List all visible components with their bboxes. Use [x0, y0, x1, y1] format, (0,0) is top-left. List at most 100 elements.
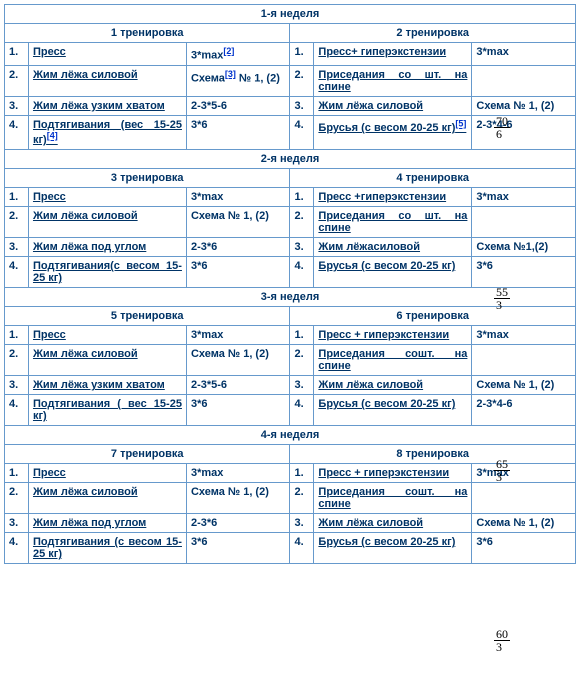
row-number-text: 2. [294, 69, 303, 81]
scheme-text: Схема № 1, (2) [191, 210, 269, 222]
scheme-text: Схема № 1, (2) [476, 100, 554, 112]
scheme-cell: 3*max [186, 464, 290, 483]
exercise-name: Приседания со шт. на спине [318, 210, 467, 234]
week-title: 1-я неделя [5, 5, 576, 24]
exercise-name: Жим лёжа узким хватом [33, 379, 165, 391]
exercise-cell: Жим лёжа силовой [314, 96, 472, 115]
scheme-text: 3*6 [191, 398, 208, 410]
scheme-cell: 2-3*6 [186, 238, 290, 257]
row-number-text: 2. [294, 486, 303, 498]
exercise-cell: Жим лёжа силовой [314, 514, 472, 533]
scheme-cell: Схема № 1, (2) [472, 514, 576, 533]
scheme-text: 2-3*4-6 [476, 398, 512, 410]
exercise-name: Жим лёжа под углом [33, 517, 146, 529]
scheme-cell [472, 65, 576, 96]
exercise-cell: Пресс + гиперэкстензии [314, 464, 472, 483]
row-number-text: 1. [9, 329, 18, 341]
scheme-cell: 3*6 [186, 395, 290, 426]
scheme-cell: 3*max [472, 188, 576, 207]
scheme-cell: Схема № 1, (2) [186, 207, 290, 238]
scheme-cell: Схема № 1, (2) [472, 96, 576, 115]
exercise-name: Подтягивания(с весом 15-25 кг) [33, 260, 182, 284]
row-number-text: 3. [9, 100, 18, 112]
row-number: 3. [290, 96, 314, 115]
training-plan-table: 1-я неделя1 тренировка2 тренировка1.Прес… [4, 4, 576, 564]
row-number-text: 2. [9, 210, 18, 222]
row-number: 1. [290, 326, 314, 345]
workout-title-text: 1 тренировка [111, 27, 184, 39]
row-number: 1. [5, 464, 29, 483]
row-number: 2. [5, 345, 29, 376]
row-number: 4. [5, 533, 29, 564]
workout-title-left: 3 тренировка [5, 169, 290, 188]
exercise-cell: Приседания со шт. на спине [314, 207, 472, 238]
exercise-cell: Подтягивания(с весом 15-25 кг) [28, 257, 186, 288]
scheme-text: 3*max [476, 329, 508, 341]
scheme-cell: 3*max [472, 464, 576, 483]
exercise-name: Жим лёжа под углом [33, 241, 146, 253]
scheme-text: 2-3*6 [191, 517, 217, 529]
scheme-cell: 3*max [186, 326, 290, 345]
row-number: 2. [5, 483, 29, 514]
handwritten-annotation: 603 [494, 628, 510, 653]
scheme-cell: 2-3*4-6 [472, 115, 576, 150]
scheme-text: 3*max [191, 329, 223, 341]
scheme-cell: 3*6 [472, 257, 576, 288]
exercise-cell: Брусья (с весом 20-25 кг) [314, 257, 472, 288]
row-number: 4. [290, 395, 314, 426]
exercise-cell: Приседания со шт. на спине [314, 65, 472, 96]
annotation-bottom: 3 [494, 641, 510, 653]
exercise-name: Подтягивания ( вес 15-25 кг) [33, 398, 182, 422]
scheme-cell: 3*max [472, 43, 576, 66]
scheme-cell [472, 483, 576, 514]
exercise-cell: Жим лёжасиловой [314, 238, 472, 257]
row-number: 2. [290, 207, 314, 238]
scheme-text: Схема № 1, (2) [476, 379, 554, 391]
row-number-text: 4. [9, 260, 18, 272]
scheme-text: Схема [191, 72, 225, 84]
week-title-text: 3-я неделя [261, 291, 320, 303]
footnote-link[interactable]: [2] [223, 46, 234, 56]
row-number-text: 1. [294, 46, 303, 58]
scheme-cell: Схема[3] № 1, (2) [186, 65, 290, 96]
exercise-name: Жим лёжа узким хватом [33, 100, 165, 112]
exercise-cell: Подтягивания (вес 15-25 кг)[4] [28, 115, 186, 150]
row-number-text: 4. [294, 119, 303, 131]
footnote-link[interactable]: [4] [47, 131, 58, 141]
exercise-name: Пресс [33, 467, 66, 479]
workout-title-text: 7 тренировка [111, 448, 184, 460]
row-number: 4. [5, 257, 29, 288]
scheme-text: 3*6 [191, 260, 208, 272]
week-title-text: 4-я неделя [261, 429, 320, 441]
row-number-text: 2. [294, 210, 303, 222]
scheme-cell: 2-3*6 [186, 514, 290, 533]
workout-title-text: 6 тренировка [396, 310, 469, 322]
row-number-text: 2. [9, 486, 18, 498]
row-number: 1. [290, 43, 314, 66]
exercise-name: Брусья (с весом 20-25 кг) [318, 260, 455, 272]
exercise-name: Жим лёжа силовой [33, 486, 138, 498]
exercise-cell: Жим лёжа узким хватом [28, 376, 186, 395]
workout-title-right: 4 тренировка [290, 169, 576, 188]
exercise-name: Приседания сошт. на спине [318, 348, 467, 372]
exercise-name: Пресс [33, 329, 66, 341]
exercise-name: Жим лёжа силовой [318, 100, 423, 112]
exercise-cell: Пресс [28, 43, 186, 66]
scheme-cell: Схема № 1, (2) [186, 345, 290, 376]
exercise-name: Жим лёжа силовой [33, 210, 138, 222]
exercise-cell: Жим лёжа силовой [28, 483, 186, 514]
exercise-name: Подтягивания (вес 15-25 кг)[4] [33, 119, 182, 147]
row-number: 4. [5, 395, 29, 426]
exercise-cell: Жим лёжа под углом [28, 514, 186, 533]
footnote-link[interactable]: [5] [455, 119, 466, 129]
exercise-cell: Подтягивания (с весом 15-25 кг) [28, 533, 186, 564]
row-number: 3. [290, 376, 314, 395]
row-number: 2. [290, 483, 314, 514]
workout-title-right: 6 тренировка [290, 307, 576, 326]
row-number: 1. [290, 464, 314, 483]
footnote-link[interactable]: [3] [225, 69, 236, 79]
workout-title-text: 3 тренировка [111, 172, 184, 184]
exercise-name: Подтягивания (с весом 15-25 кг) [33, 536, 182, 560]
annotation-top: 60 [494, 628, 510, 641]
row-number-text: 4. [9, 536, 18, 548]
